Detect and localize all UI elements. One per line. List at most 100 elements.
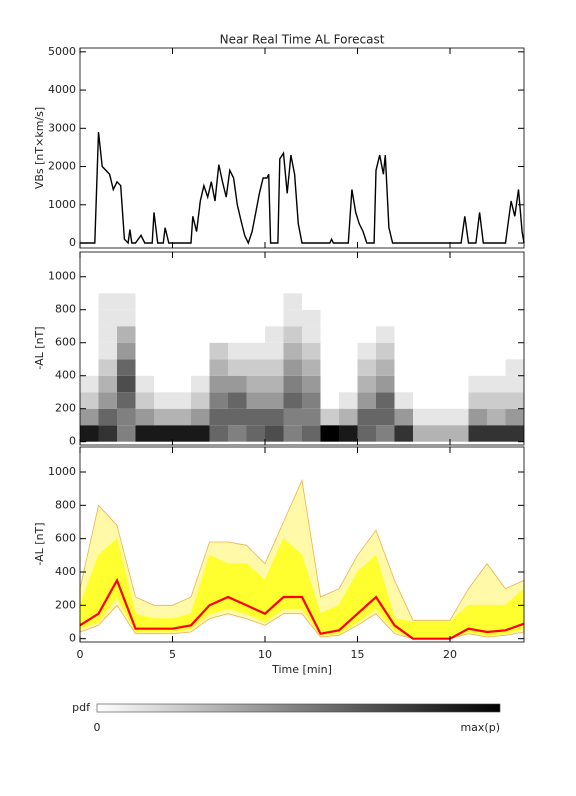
heat-cell: [468, 375, 487, 393]
heat-cell: [468, 342, 487, 360]
heat-cell: [80, 425, 99, 442]
heat-cell: [209, 260, 228, 277]
heat-cell: [487, 375, 506, 393]
heat-cell: [265, 375, 284, 393]
heat-cell: [357, 276, 376, 294]
heat-cell: [117, 342, 136, 360]
heat-cell: [172, 425, 191, 442]
heat-cell: [228, 359, 247, 376]
heat-cell: [80, 309, 99, 327]
heat-cell: [468, 359, 487, 376]
heat-cell: [265, 326, 284, 343]
heat-cell: [487, 342, 506, 360]
heat-cell: [302, 342, 321, 360]
heat-cell: [468, 260, 487, 277]
heat-cell: [191, 359, 210, 376]
heat-cell: [154, 359, 173, 376]
heat-cell: [450, 425, 469, 442]
heat-cell: [320, 276, 339, 294]
plot-frame: [79, 251, 525, 446]
heat-cell: [191, 392, 210, 409]
y-tick-label: 0: [69, 632, 76, 645]
heat-cell: [339, 342, 358, 360]
heat-cell: [228, 425, 247, 442]
y-tick-label: 600: [55, 336, 76, 349]
heat-cell: [283, 425, 302, 442]
heat-cell: [172, 276, 191, 294]
heat-cell: [209, 309, 228, 327]
y-tick-label: 4000: [48, 83, 76, 96]
heat-cell: [172, 309, 191, 327]
heat-cell: [98, 276, 117, 294]
heat-cell: [413, 293, 432, 310]
y-tick-label: 0: [69, 435, 76, 448]
heat-cell: [320, 375, 339, 393]
heat-cell: [283, 276, 302, 294]
heat-cell: [431, 260, 450, 277]
heat-cell: [357, 359, 376, 376]
heat-cell: [450, 375, 469, 393]
heat-cell: [98, 260, 117, 277]
heat-cell: [283, 326, 302, 343]
heat-cell: [117, 293, 136, 310]
heat-cell: [135, 276, 154, 294]
heat-cell: [228, 276, 247, 294]
heat-cell: [505, 260, 524, 277]
heat-cell: [468, 326, 487, 343]
heat-cell: [209, 326, 228, 343]
heat-cell: [505, 359, 524, 376]
heat-cell: [302, 425, 321, 442]
heat-cell: [191, 342, 210, 360]
heat-cell: [283, 359, 302, 376]
y-tick-label: 800: [55, 498, 76, 511]
heat-cell: [413, 276, 432, 294]
heat-cell: [376, 375, 395, 393]
heat-cell: [505, 326, 524, 343]
y-axis-label: -AL [nT]: [33, 522, 46, 565]
heat-cell: [320, 359, 339, 376]
y-axis-label: VBs [nT×km/s]: [33, 107, 46, 189]
y-axis-label: -AL [nT]: [33, 326, 46, 369]
y-tick-label: 800: [55, 303, 76, 316]
heat-cell: [339, 293, 358, 310]
heat-cell: [172, 326, 191, 343]
heat-cell: [339, 408, 358, 426]
heat-cell: [320, 392, 339, 409]
heat-cell: [135, 375, 154, 393]
heat-cell: [98, 375, 117, 393]
heat-cell: [246, 375, 265, 393]
heat-cell: [117, 326, 136, 343]
heat-cell: [135, 342, 154, 360]
heat-cell: [357, 392, 376, 409]
heat-cell: [135, 260, 154, 277]
heat-cell: [357, 375, 376, 393]
heat-cell: [394, 342, 413, 360]
x-tick-label: 5: [169, 648, 176, 661]
heat-cell: [339, 392, 358, 409]
heat-cell: [135, 326, 154, 343]
heat-cell: [302, 276, 321, 294]
heat-cell: [302, 326, 321, 343]
heat-cell: [376, 359, 395, 376]
y-tick-label: 400: [55, 369, 76, 382]
heat-cell: [154, 392, 173, 409]
heat-cell: [339, 276, 358, 294]
x-tick-label: 10: [258, 648, 272, 661]
heat-cell: [135, 359, 154, 376]
heat-cell: [98, 309, 117, 327]
heat-cell: [413, 392, 432, 409]
heat-cell: [80, 408, 99, 426]
heat-cell: [431, 425, 450, 442]
heat-cell: [431, 392, 450, 409]
heat-cell: [505, 276, 524, 294]
heat-cell: [98, 392, 117, 409]
heat-cell: [357, 326, 376, 343]
heat-cell: [394, 260, 413, 277]
heat-cell: [468, 392, 487, 409]
heat-cell: [209, 293, 228, 310]
heat-cell: [450, 359, 469, 376]
heat-cell: [394, 309, 413, 327]
heat-cell: [191, 408, 210, 426]
heat-cell: [450, 293, 469, 310]
heat-cell: [394, 375, 413, 393]
